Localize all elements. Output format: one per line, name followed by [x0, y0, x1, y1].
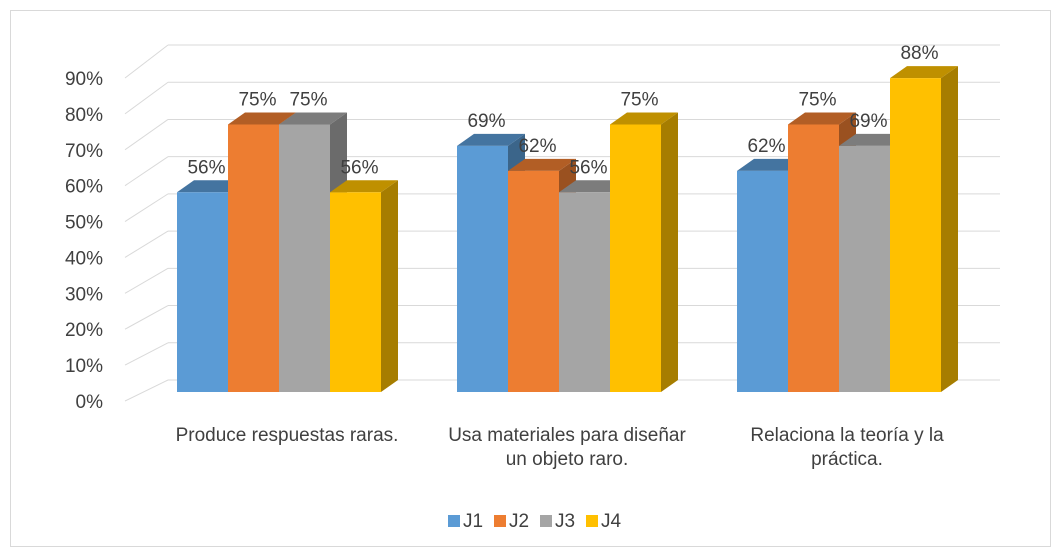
bar-top	[279, 112, 347, 125]
grid-line-floor	[124, 267, 169, 294]
legend-swatch	[586, 515, 598, 527]
legend-swatch	[540, 515, 552, 527]
bar	[559, 192, 610, 392]
bar-top	[228, 112, 296, 125]
bar	[788, 124, 839, 392]
data-label: 56%	[187, 157, 225, 178]
bar	[890, 78, 941, 392]
y-tick-label: 90%	[65, 69, 103, 90]
data-label: 88%	[900, 43, 938, 64]
y-tick-label: 30%	[65, 284, 103, 305]
bar	[610, 124, 661, 392]
grid-line-floor	[124, 44, 169, 79]
bar-side	[381, 180, 398, 392]
grid-line-floor	[124, 305, 169, 330]
bar-top	[610, 112, 678, 125]
grid-line-floor	[124, 230, 169, 258]
x-tick-label: Usa materiales para diseñar un objeto ra…	[448, 425, 686, 470]
data-label: 75%	[289, 90, 327, 111]
data-label: 62%	[518, 136, 556, 157]
bar-top	[890, 66, 958, 79]
y-tick-label: 80%	[65, 105, 103, 126]
y-tick-label: 10%	[65, 356, 103, 377]
legend-label: J3	[555, 511, 575, 532]
grid-line-floor	[124, 379, 169, 402]
bar-top	[457, 133, 525, 146]
bar	[508, 170, 559, 392]
data-label: 56%	[340, 157, 378, 178]
data-label: 69%	[849, 111, 887, 132]
y-tick-label: 40%	[65, 248, 103, 269]
legend-label: J4	[601, 511, 622, 532]
grid-line-floor	[124, 119, 169, 151]
bar-side	[941, 66, 958, 392]
bar	[839, 145, 890, 392]
data-label: 56%	[569, 157, 607, 178]
y-tick-label: 20%	[65, 320, 103, 341]
bar	[737, 170, 788, 392]
legend-swatch	[494, 515, 506, 527]
bar	[279, 124, 330, 392]
bar-side	[661, 112, 678, 392]
legend-label: J1	[463, 511, 483, 532]
grid-line-floor	[124, 193, 169, 222]
bar	[330, 192, 381, 392]
x-tick-label: Produce respuestas raras.	[175, 425, 399, 446]
data-label: 69%	[467, 111, 505, 132]
y-tick-label: 0%	[76, 392, 104, 413]
y-tick-label: 50%	[65, 213, 103, 234]
bar	[177, 192, 228, 392]
x-tick-label: Relaciona la teoría y la práctica.	[750, 425, 944, 470]
y-tick-label: 70%	[65, 141, 103, 162]
legend-label: J2	[509, 511, 529, 532]
data-label: 75%	[620, 90, 658, 111]
y-tick-label: 60%	[65, 177, 103, 198]
grid-line-floor	[124, 156, 169, 187]
grid-line-floor	[124, 342, 169, 366]
bar-top	[788, 112, 856, 125]
data-label: 75%	[798, 90, 836, 111]
bar	[457, 145, 508, 392]
bar-top	[330, 180, 398, 193]
data-label: 75%	[238, 90, 276, 111]
bar	[228, 124, 279, 392]
grid-line-floor	[124, 81, 169, 115]
chart-frame	[10, 10, 1051, 547]
bar-top	[508, 158, 576, 171]
data-label: 62%	[747, 136, 785, 157]
legend-swatch	[448, 515, 460, 527]
